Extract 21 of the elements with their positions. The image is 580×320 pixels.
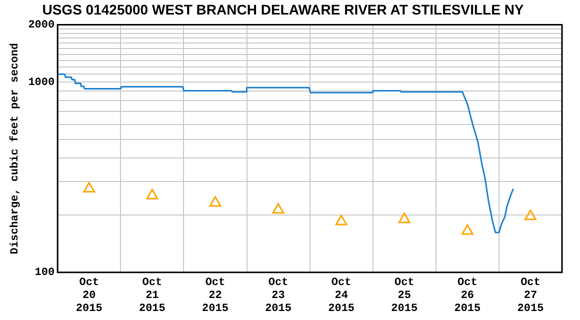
point [461,224,474,235]
x-tick-label: Oct 22 2015 [202,276,229,316]
x-tick-label: Oct 24 2015 [328,276,355,316]
x-tick-label: Oct 27 2015 [517,276,544,316]
point [335,214,348,226]
point [398,212,410,224]
point [146,188,158,200]
y-tick-label: 1000 [28,76,55,89]
y-tick-label: 100 [34,267,55,280]
x-tick-label: Oct 20 2015 [76,276,103,316]
x-tick-label: Oct 25 2015 [391,276,418,316]
chart-title: USGS 01425000 WEST BRANCH DELAWARE RIVER AT STILESVILLE NY [42,1,524,18]
y-axis-title: Discharge, cubic feet per second [8,42,22,254]
x-tick-label: Oct 26 2015 [454,276,482,316]
point [209,196,222,207]
point [83,182,96,193]
x-tick-label: Oct 23 2015 [265,276,292,316]
point [272,203,284,214]
y-tick-label: 2000 [28,20,55,32]
x-tick-label: Oct 21 2015 [138,276,166,316]
point [524,210,536,220]
